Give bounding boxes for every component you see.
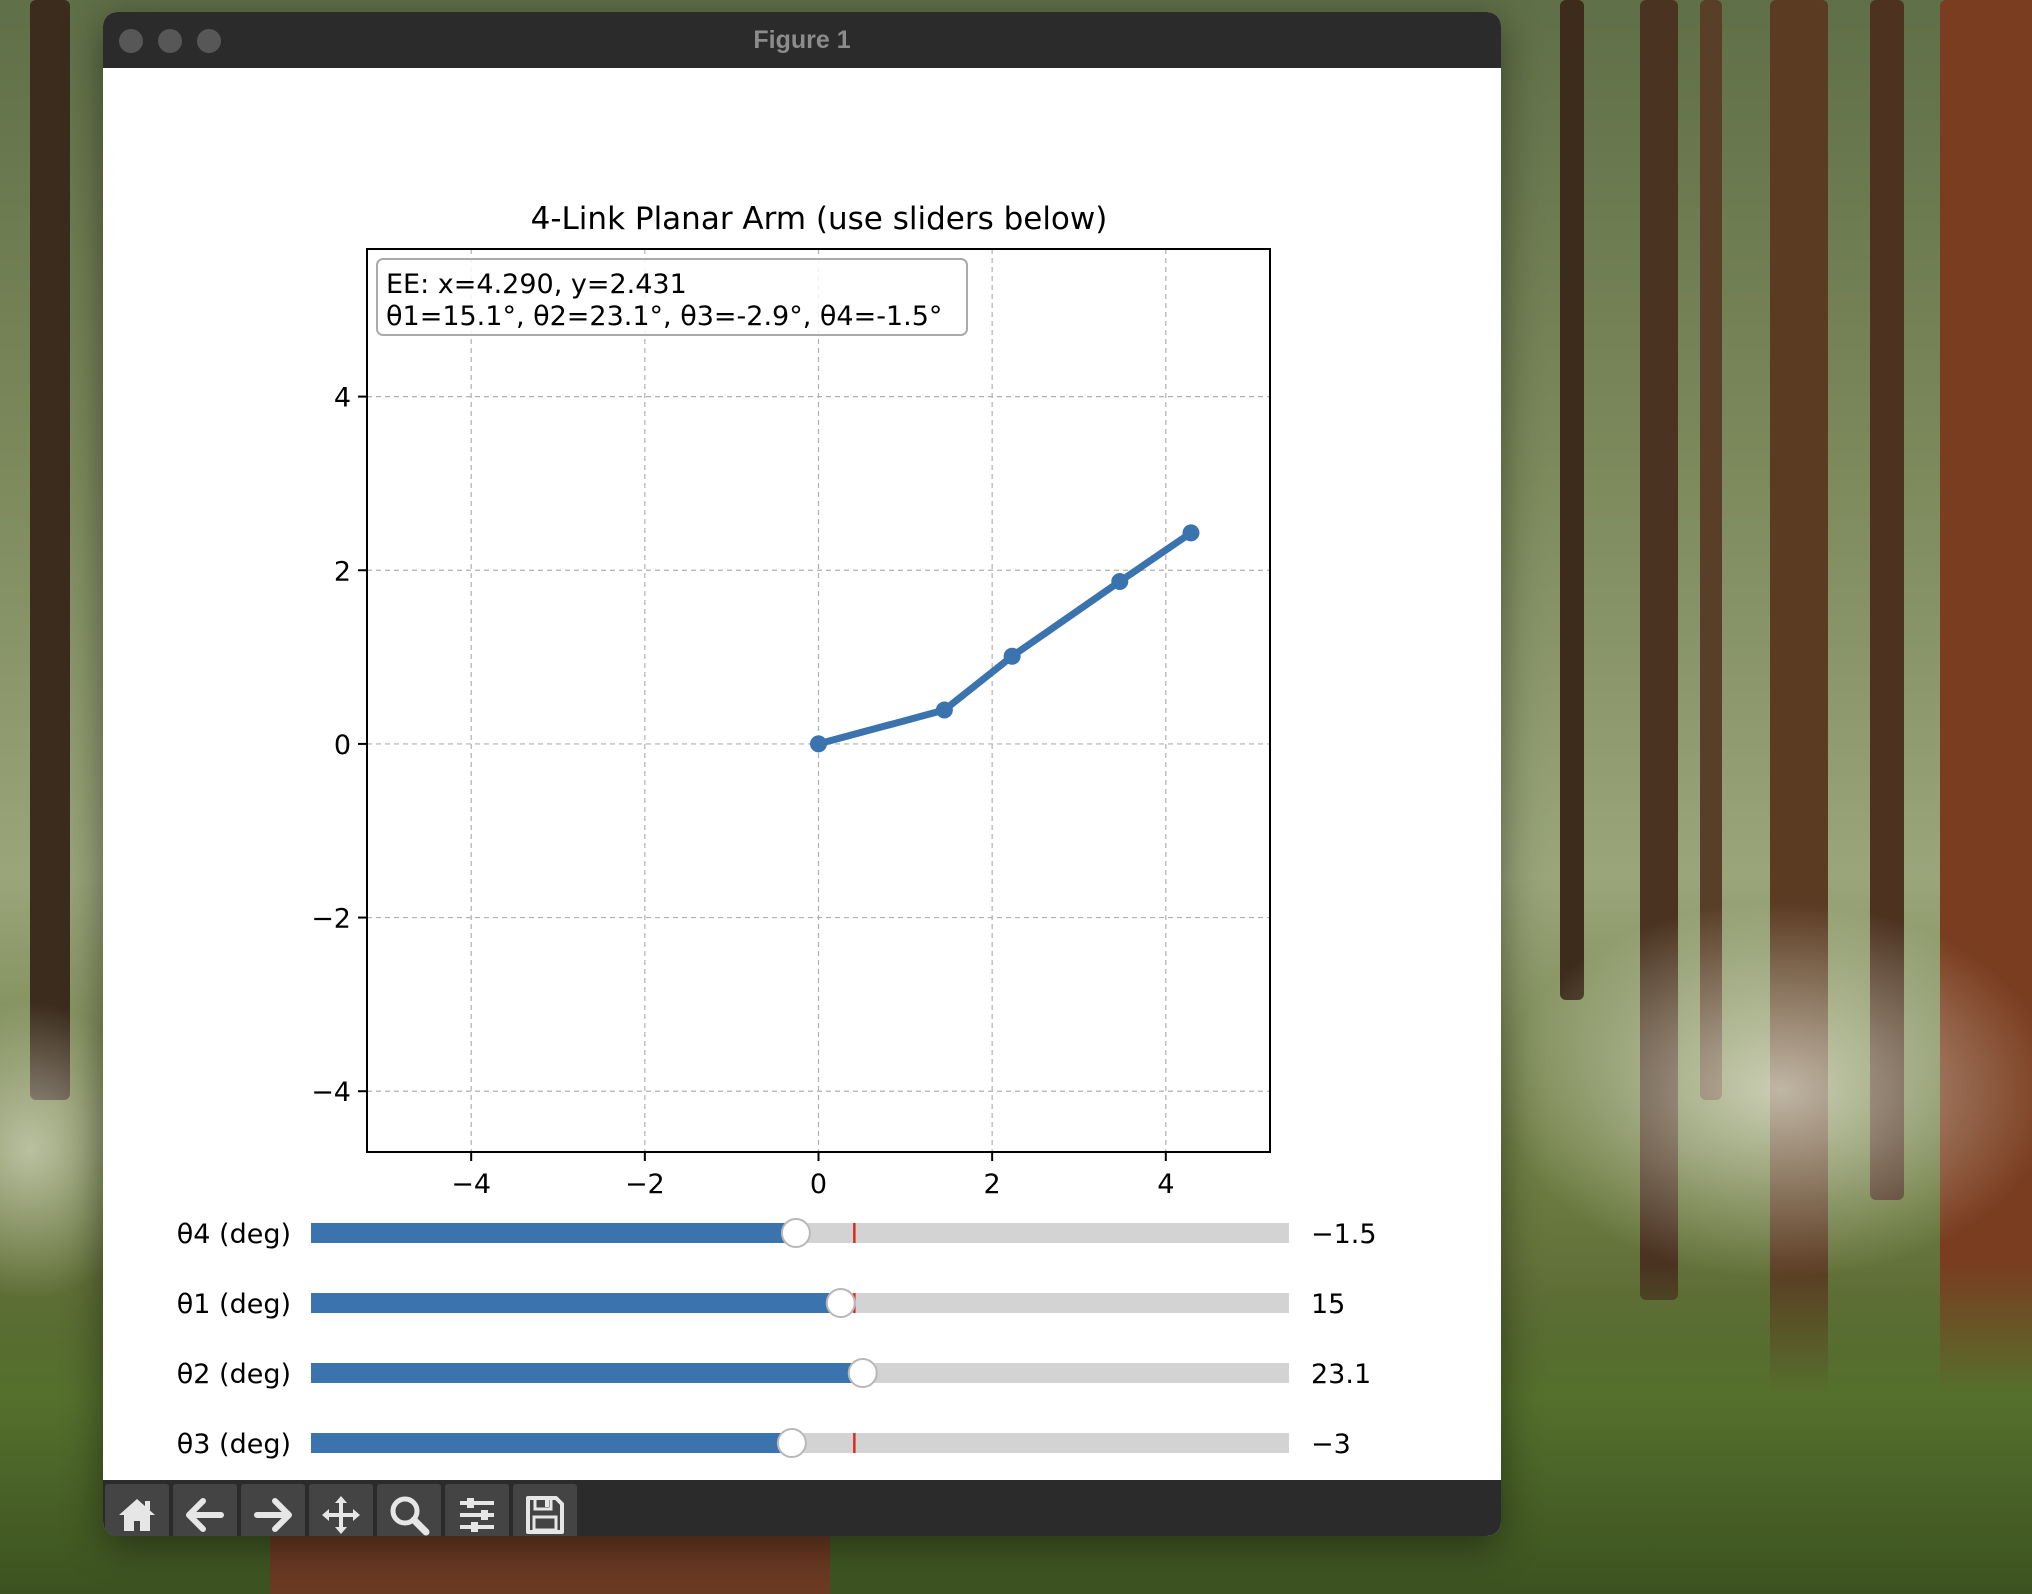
x-tick-label: −4 [451,1169,491,1200]
slider-value: 15 [1311,1289,1345,1320]
back-icon [186,1498,224,1532]
home-icon [119,1499,155,1531]
y-tick-label: 4 [334,383,351,414]
joint-marker [935,701,953,719]
pan-icon [322,1496,360,1534]
x-tick-label: 2 [984,1169,1001,1200]
zoom-icon [390,1496,430,1536]
figure-canvas[interactable]: 4-Link Planar Arm (use sliders below) −4… [103,68,1501,1480]
slider-fill [311,1363,863,1383]
forward-icon [254,1498,292,1532]
slider-row: θ1 (deg) 15 [177,1288,1345,1320]
back-button[interactable] [173,1484,237,1536]
slider-label: θ1 (deg) [177,1289,291,1320]
joint-marker [1003,647,1021,665]
save-icon [526,1496,564,1534]
joint-marker [1182,524,1200,542]
y-tick-label: −4 [311,1077,351,1108]
close-window-button[interactable] [119,29,143,53]
slider-value: 23.1 [1311,1359,1371,1390]
joint-marker [1111,573,1129,591]
plot-area[interactable]: −4 −2 0 2 4 −4 −2 0 2 4 [311,248,1271,1200]
configure-subplots-button[interactable] [445,1484,509,1536]
joint-marker [810,735,827,753]
navigation-toolbar [103,1480,1501,1536]
slider-fill [311,1433,792,1453]
slider-row: θ4 (deg) −1.5 [177,1218,1377,1250]
slider-handle[interactable] [847,1358,878,1388]
figure-window: Figure 1 4-Link Planar Arm (use sliders … [103,12,1501,1536]
y-tick-label: −2 [311,904,351,935]
pan-button[interactable] [309,1484,373,1536]
configure-icon [460,1498,494,1532]
x-tick-label: −2 [625,1169,665,1200]
window-title: Figure 1 [753,26,851,54]
slider-value: −3 [1311,1429,1351,1460]
save-button[interactable] [513,1484,577,1536]
annotation-line-2: θ1=15.1°, θ2=23.1°, θ3=-2.9°, θ4=-1.5° [386,301,942,332]
slider-panel: θ4 (deg) −1.5 θ1 (deg) 15 θ2 (deg) 23.1 θ3 (de… [177,1218,1377,1460]
end-effector-annotation: EE: x=4.290, y=2.431 θ1=15.1°, θ2=23.1°,… [376,258,968,336]
arm-series [810,524,1200,753]
axis-ticks: −4 −2 0 2 4 −4 −2 0 2 4 [311,383,1174,1200]
title-bar: Figure 1 [103,12,1501,69]
annotation-line-1: EE: x=4.290, y=2.431 [386,269,687,300]
slider-handle[interactable] [825,1288,856,1318]
slider-value: −1.5 [1311,1219,1377,1250]
slider-row: θ3 (deg) −3 [177,1428,1351,1460]
chart-title: 4-Link Planar Arm (use sliders below) [531,201,1108,237]
zoom-button[interactable] [377,1484,441,1536]
slider-label: θ4 (deg) [177,1219,291,1250]
y-tick-label: 2 [334,556,351,587]
y-tick-label: 0 [334,730,351,761]
forward-button[interactable] [241,1484,305,1536]
home-button[interactable] [105,1484,169,1536]
minimize-window-button[interactable] [158,29,182,53]
slider-handle[interactable] [776,1428,807,1458]
slider-label: θ2 (deg) [177,1359,291,1390]
figure-svg: 4-Link Planar Arm (use sliders below) −4… [177,201,1377,1460]
slider-fill [311,1293,841,1313]
slider-fill [311,1223,796,1243]
x-tick-label: 0 [810,1169,827,1200]
zoom-window-button[interactable] [197,29,221,53]
slider-row: θ2 (deg) 23.1 [177,1358,1371,1390]
x-tick-label: 4 [1157,1169,1174,1200]
slider-handle[interactable] [780,1218,811,1248]
slider-label: θ3 (deg) [177,1429,291,1460]
